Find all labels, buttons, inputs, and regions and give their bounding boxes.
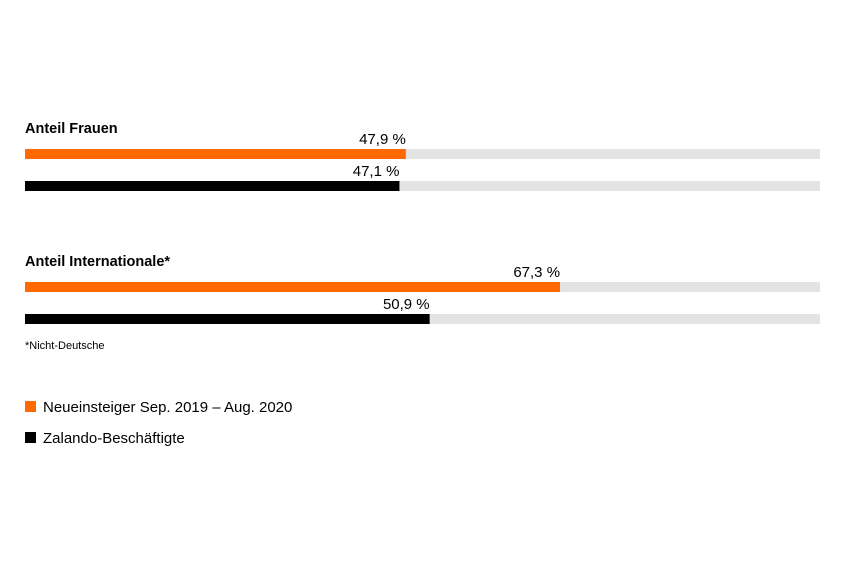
bar-employees-women: [25, 181, 400, 191]
legend-swatch-new-hires: [25, 401, 36, 412]
bar-new-hires-internationals: [25, 282, 561, 292]
legend-label-employees: Zalando-Beschäftigte: [43, 430, 185, 447]
group-title-internationals: Anteil Internationale*: [25, 254, 170, 270]
value-label-employees-women: 47,1 %: [353, 163, 400, 180]
bar-new-hires-women: [25, 149, 406, 159]
legend-swatch-employees: [25, 432, 36, 443]
value-label-new-hires-women: 47,9 %: [359, 131, 406, 148]
legend-label-new-hires: Neueinsteiger Sep. 2019 – Aug. 2020: [43, 399, 292, 416]
bar-track: [25, 181, 820, 191]
footnote: *Nicht-Deutsche: [25, 340, 104, 352]
bar-track: [25, 149, 820, 159]
value-label-new-hires-internationals: 67,3 %: [513, 264, 560, 281]
group-title-women: Anteil Frauen: [25, 121, 118, 137]
value-label-employees-internationals: 50,9 %: [383, 296, 430, 313]
bar-employees-internationals: [25, 314, 430, 324]
